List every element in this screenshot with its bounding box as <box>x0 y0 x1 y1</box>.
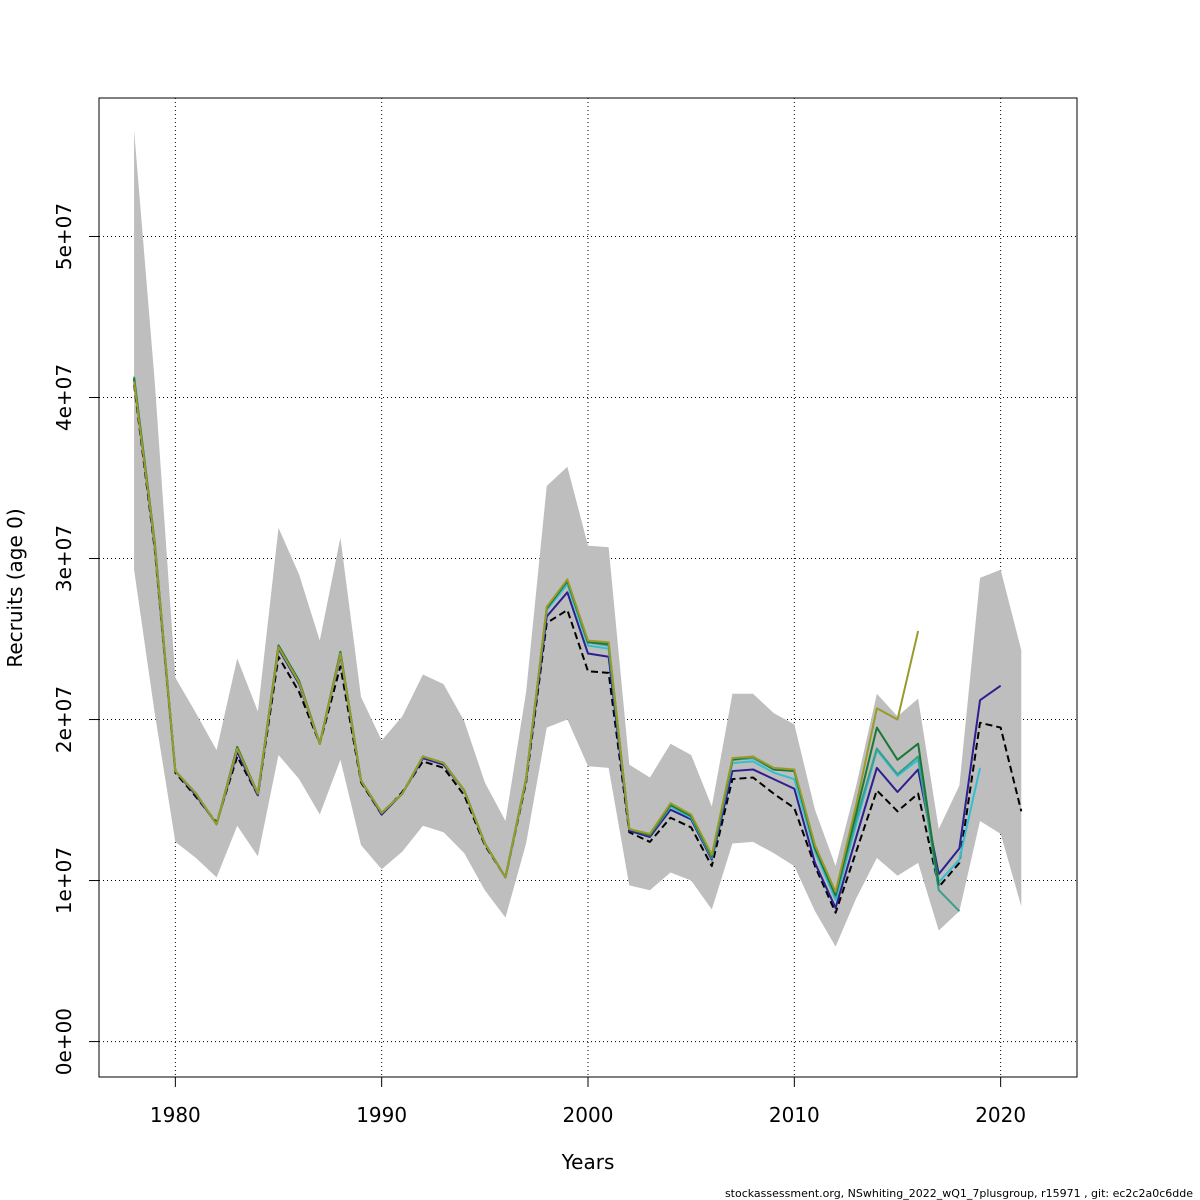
confidence-band <box>134 130 1022 947</box>
y-tick-label: 1e+07 <box>52 847 76 914</box>
x-tick-label: 1980 <box>150 1103 201 1127</box>
y-tick-label: 5e+07 <box>52 203 76 270</box>
x-tick-label: 2000 <box>563 1103 614 1127</box>
y-tick-label: 3e+07 <box>52 525 76 592</box>
y-tick-label: 2e+07 <box>52 686 76 753</box>
series-layer <box>133 376 1023 914</box>
x-tick-label: 2010 <box>769 1103 820 1127</box>
y-axis-title: Recruits (age 0) <box>3 508 27 667</box>
y-tick-label: 0e+00 <box>52 1008 76 1075</box>
x-tick-label: 2020 <box>975 1103 1026 1127</box>
y-axis: 0e+00 1e+07 2e+07 3e+07 4e+07 5e+07 <box>52 203 99 1075</box>
x-tick-label: 1990 <box>356 1103 407 1127</box>
y-tick-label: 4e+07 <box>52 364 76 431</box>
confidence-band-layer <box>134 130 1022 947</box>
x-axis-title: Years <box>561 1150 615 1174</box>
x-axis: 1980 1990 2000 2010 2020 <box>150 1077 1026 1127</box>
footer-caption: stockassessment.org, NSwhiting_2022_wQ1_… <box>725 1187 1193 1200</box>
series-line-6 <box>133 381 920 893</box>
